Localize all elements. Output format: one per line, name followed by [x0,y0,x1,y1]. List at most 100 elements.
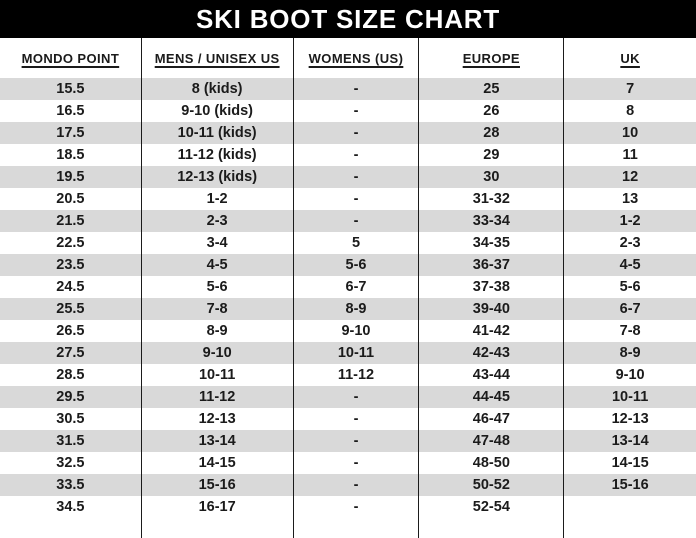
table-cell: 5-6 [292,254,419,276]
table-cell: - [292,474,419,496]
table-cell: 33-34 [418,210,564,232]
table-cell: 22.5 [56,234,85,251]
table-cell: 37-38 [418,276,564,298]
table-cell: 11-12 [140,386,293,408]
column-header-mondo-point: MONDO POINT [0,38,142,78]
table-row: 24.5 5-6 6-7 37-38 5-6 [0,276,696,298]
filler-cell [140,518,293,538]
table-row: 29.5 11-12-44-45 10-11 [0,386,696,408]
filler-cell [0,518,142,538]
table-cell: 15.5 [0,78,142,100]
table-cell: 13-14 [140,430,293,452]
table-cell: 25 [418,78,564,100]
table-row: 27.5 9-10 10-11 42-43 8-9 [0,342,696,364]
table-cell: 13-14 [563,430,696,452]
table-cell: 1-2 [563,210,696,232]
table-cell: 15-16 [140,474,293,496]
table-cell: - [292,144,419,166]
table-cell: 43-44 [418,364,564,386]
table-cell: 50-52 [418,474,564,496]
table-row: 33.5 15-16-50-52 15-16 [0,474,696,496]
table-cell: 3-4 [140,232,293,254]
table-cell [563,496,696,518]
table-cell: 42-43 [418,342,564,364]
table-cell: - [292,210,419,232]
table-header: MONDO POINT MENS / UNISEX US WOMENS (US)… [0,38,696,78]
table-cell: - [292,452,419,474]
table-cell: 46-47 [418,408,564,430]
table-cell: 14-15 [563,452,696,474]
table-cell: 4-5 [140,254,293,276]
table-cell: 6-7 [292,276,419,298]
table-row: 30.5 12-13-46-47 12-13 [0,408,696,430]
table-cell: - [292,166,419,188]
table-cell: 31.5 [0,430,142,452]
table-cell: 8 (kids) [140,78,293,100]
table-row: 25.5 7-8 8-9 39-40 6-7 [0,298,696,320]
table-cell: 41-42 [418,320,564,342]
filler-cell [563,518,696,538]
table-cell: 12-13 [140,408,293,430]
table-cell: 11-12 (kids) [140,144,293,166]
table-cell: 8-9 [140,320,293,342]
chart-title: SKI BOOT SIZE CHART [195,3,501,34]
table-row: 19.5 12-13 (kids) -30 12 [0,166,696,188]
table-cell: 26 [418,100,564,122]
table-cell: 1-2 [140,188,293,210]
table-cell: 5 [292,232,419,254]
table-cell: 9-10 [563,364,696,386]
table-cell: - [292,496,419,518]
table-cell: 16.5 [56,102,85,119]
filler-cell [418,518,564,538]
table-cell: 14-15 [140,452,293,474]
table-cell: 2-3 [563,232,696,254]
table-cell: 10-11 (kids) [140,122,293,144]
column-header-europe: EUROPE [418,38,564,78]
table-cell: 7-8 [140,298,293,320]
table-cell: 5-6 [140,276,293,298]
table-cell: 10 [563,122,696,144]
table-cell: 25.5 [0,298,142,320]
table-row: 28.5 10-11 11-12 43-44 9-10 [0,364,696,386]
table-cell: 9-10 [140,342,293,364]
table-cell: 4-5 [563,254,696,276]
table-row: 23.5 4-5 5-6 36-37 4-5 [0,254,696,276]
table-cell: 10-11 [563,386,696,408]
column-header-uk: UK [563,38,696,78]
table-row: 20.5 1-2-31-32 13 [0,188,696,210]
table-cell: - [292,78,419,100]
table-cell: 10-11 [292,342,419,364]
table-cell: 7 [563,78,696,100]
table-row: 15.5 8 (kids) -25 7 [0,78,696,100]
table-cell: 36-37 [418,254,564,276]
table-cell: 33.5 [0,474,142,496]
chart-title-bar: SKI BOOT SIZE CHART [0,0,696,38]
table-cell: 29.5 [0,386,142,408]
filler-cell [292,518,419,538]
table-cell: 6-7 [563,298,696,320]
table-cell: 39-40 [418,298,564,320]
table-cell: 47-48 [418,430,564,452]
table-cell: 23.5 [0,254,142,276]
table-row: 34.5 16-17-52-54 [0,496,696,518]
table-cell: 10-11 [140,364,293,386]
table-body: 15.5 8 (kids) -25 7 16.5 9-10 (kids) -26 8 17.5 1… [0,78,696,538]
table-cell: 34-35 [418,232,564,254]
table-cell: 21.5 [0,210,142,232]
table-cell: 9-10 [292,320,419,342]
table-cell: 11 [563,144,696,166]
column-header-mens-unisex-us: MENS / UNISEX US [140,38,293,78]
table-row: 16.5 9-10 (kids) -26 8 [0,100,696,122]
table-cell: 8-9 [563,342,696,364]
table-cell: 32.5 [56,454,85,471]
table-cell: 13 [563,188,696,210]
table-row: 22.5 3-4 5 34-35 2-3 [0,232,696,254]
table-cell: 8-9 [292,298,419,320]
table-cell: 31-32 [418,188,564,210]
table-cell: 16-17 [140,496,293,518]
table-row: 17.5 10-11 (kids) -28 10 [0,122,696,144]
table-row: 32.5 14-15-48-50 14-15 [0,452,696,474]
table-row: 21.5 2-3-33-34 1-2 [0,210,696,232]
table-cell: 12-13 [563,408,696,430]
